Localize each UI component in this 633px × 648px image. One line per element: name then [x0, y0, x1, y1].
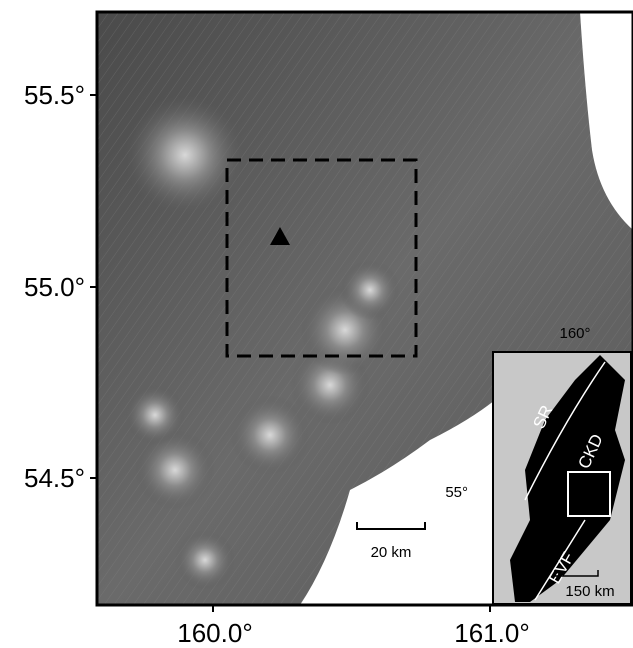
scale-bar: 20 km: [356, 522, 426, 561]
map-frame: [95, 10, 633, 607]
lat-label: 55.5°: [24, 80, 85, 110]
sea: [300, 400, 495, 605]
relief-map: [97, 12, 633, 605]
inset-lon-label: 160°: [559, 325, 590, 342]
lon-ticks: 160.0° 161.0°: [177, 605, 530, 648]
inset-map: SR CKD EVF 150 km: [492, 351, 632, 605]
study-area-box: [225, 158, 418, 358]
volcano-marker: [270, 227, 290, 245]
scale-label: 20 km: [371, 544, 412, 561]
inset-lat-label: 55°: [445, 484, 468, 501]
sea: [580, 12, 633, 230]
lon-label: 160.0°: [177, 618, 252, 648]
lat-label: 54.5°: [24, 463, 85, 493]
lat-ticks: 55.5° 55.0° 54.5°: [24, 80, 97, 493]
inset-scale-label: 150 km: [565, 583, 614, 600]
lat-label: 55.0°: [24, 272, 85, 302]
lon-label: 161.0°: [454, 618, 529, 648]
